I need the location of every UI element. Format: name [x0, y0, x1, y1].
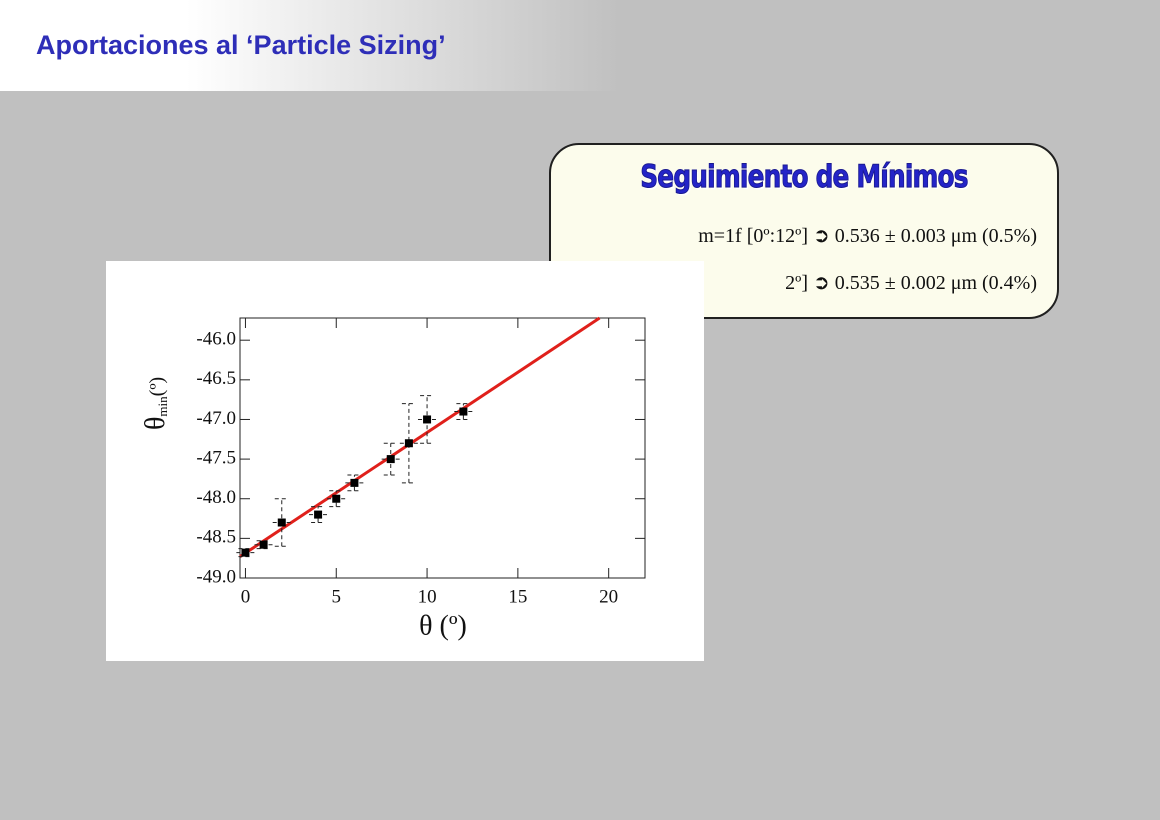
- y-tick-label: -49.0: [196, 566, 236, 587]
- data-point: [459, 407, 468, 416]
- x-tick-label: 20: [599, 586, 618, 607]
- result-line: 2º] ➲ 0.535 ± 0.002 μm (0.4%): [785, 272, 1037, 294]
- y-tick-label: -46.5: [196, 368, 236, 389]
- x-tick-label: 15: [508, 586, 527, 607]
- y-tick-label: -46.0: [196, 329, 236, 350]
- data-point: [350, 478, 359, 487]
- x-tick-label: 10: [418, 586, 437, 607]
- slide-title: Aportaciones al ‘Particle Sizing’: [36, 30, 446, 60]
- y-tick-label: -47.5: [196, 447, 236, 468]
- y-label-subscript: min: [155, 396, 170, 417]
- data-point: [332, 494, 341, 503]
- result-line: m=1f [0º:12º] ➲ 0.536 ± 0.003 μm (0.5%): [698, 225, 1037, 247]
- fit-line: [239, 316, 601, 558]
- y-axis-label: θmin(º): [140, 377, 171, 430]
- y-tick-label: -47.0: [196, 408, 236, 429]
- box-title: Seguimiento de Mínimos: [640, 159, 969, 196]
- data-point: [423, 415, 432, 424]
- header: Aportaciones al ‘Particle Sizing’: [0, 0, 620, 91]
- data-point: [277, 518, 286, 527]
- result-box: Seguimiento de Mínimos m=1f [0º:12º] ➲ 0…: [549, 143, 1059, 319]
- data-point: [241, 548, 250, 557]
- y-label-symbol: θ: [140, 417, 171, 430]
- data-point: [314, 510, 323, 519]
- data-point: [404, 439, 413, 448]
- x-axis-label: θ (º): [419, 610, 467, 641]
- y-label-unit: (º): [146, 377, 168, 397]
- y-tick-label: -48.5: [196, 527, 236, 548]
- data-point: [259, 540, 268, 549]
- y-tick-label: -48.0: [196, 487, 236, 508]
- x-tick-label: 0: [241, 586, 251, 607]
- x-tick-label: 5: [332, 586, 342, 607]
- plot-frame: [239, 317, 646, 579]
- chart-panel: [106, 261, 704, 661]
- data-point: [386, 455, 395, 464]
